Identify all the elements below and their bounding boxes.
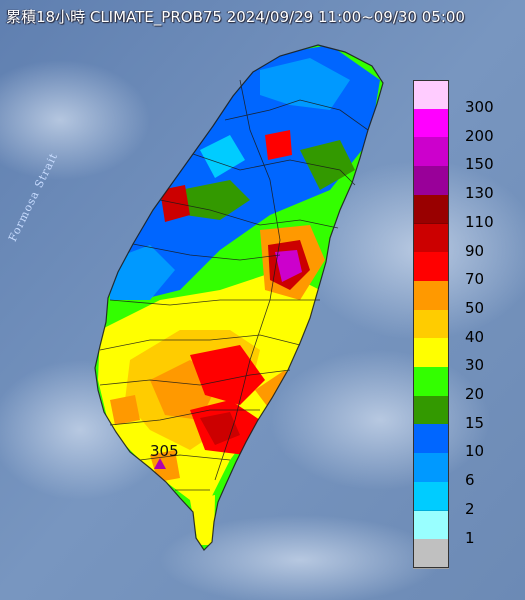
- legend-swatch: [413, 395, 449, 426]
- rainfall-legend: 300 200 150 130 110 90 70 50 40 30 20 15 10 6 2 1: [413, 80, 523, 570]
- legend-tick-label: 1: [465, 528, 475, 547]
- legend-tick-label: 50: [465, 298, 485, 317]
- legend-swatch: [413, 280, 449, 311]
- legend-swatch: [413, 194, 449, 225]
- legend-tick-label: 15: [465, 413, 485, 432]
- legend-swatch: [413, 223, 449, 254]
- max-rainfall-label: 305: [150, 442, 179, 460]
- legend-swatch: [413, 338, 449, 368]
- legend-swatch: [413, 510, 449, 541]
- legend-tick-label: 110: [465, 212, 494, 231]
- legend-swatch: [413, 309, 449, 340]
- legend-swatch: [413, 481, 449, 512]
- legend-tick-label: 300: [465, 98, 494, 116]
- legend-swatch: [413, 80, 449, 110]
- legend-tick-label: 6: [465, 471, 475, 490]
- legend-tick-label: 200: [465, 126, 494, 145]
- legend-tick-label: 150: [465, 155, 494, 174]
- max-rainfall-marker-icon: [154, 458, 166, 469]
- map-title: 累積18小時 CLIMATE_PROB75 2024/09/29 11:00~0…: [6, 8, 465, 26]
- legend-swatch: [413, 367, 449, 397]
- legend-swatch: [413, 252, 449, 282]
- legend-tick-label: 130: [465, 184, 494, 203]
- legend-tick-label: 20: [465, 385, 485, 403]
- legend-tick-label: 40: [465, 327, 485, 346]
- legend-swatch: [413, 166, 449, 196]
- legend-swatch: [413, 108, 449, 139]
- legend-swatch: [413, 137, 449, 168]
- legend-swatch: [413, 424, 449, 455]
- legend-tick-label: 90: [465, 241, 485, 260]
- legend-tick-label: 2: [465, 499, 475, 518]
- legend-tick-label: 30: [465, 356, 485, 375]
- legend-swatch: [413, 539, 449, 569]
- legend-tick-label: 70: [465, 270, 485, 289]
- legend-swatch: [413, 453, 449, 483]
- legend-tick-label: 10: [465, 442, 485, 461]
